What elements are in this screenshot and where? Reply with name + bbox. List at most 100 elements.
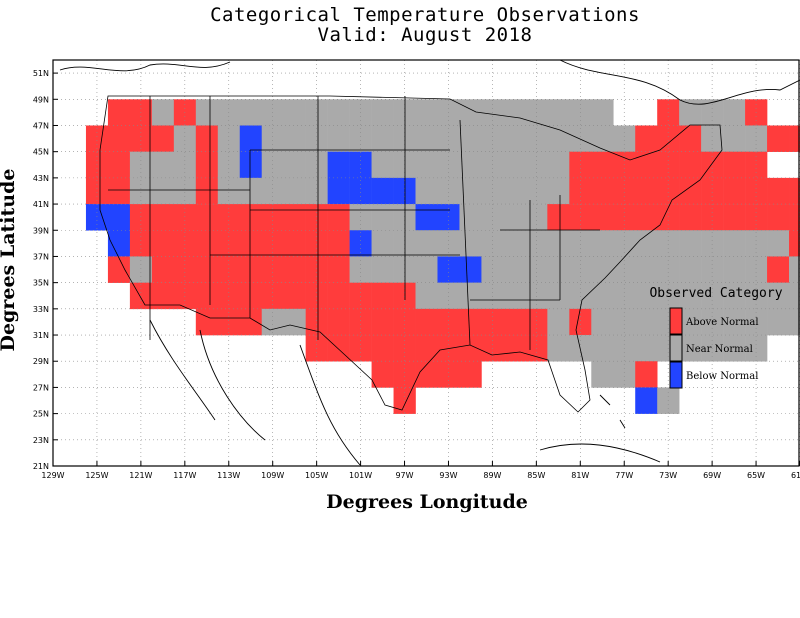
above-normal-cell	[437, 361, 460, 388]
above-normal-cell	[767, 204, 790, 231]
near-normal-cell	[723, 282, 746, 310]
near-normal-cell	[283, 177, 306, 205]
above-normal-cell	[459, 308, 482, 336]
near-normal-cell	[635, 256, 658, 283]
above-normal-cell	[657, 204, 680, 231]
above-normal-cell	[371, 282, 394, 310]
above-normal-cell	[635, 125, 658, 152]
map-title: Categorical Temperature Observations	[210, 4, 640, 26]
above-normal-cell	[261, 204, 284, 231]
near-normal-cell	[305, 177, 328, 205]
above-normal-cell	[239, 256, 263, 283]
near-normal-cell	[459, 125, 482, 152]
above-normal-cell	[217, 308, 241, 336]
below-normal-cell	[635, 387, 658, 414]
legend-title: Observed Category	[649, 286, 782, 301]
near-normal-cell	[173, 177, 197, 205]
near-normal-cell	[569, 256, 592, 283]
us-outline	[99, 95, 723, 413]
near-normal-cell	[481, 177, 504, 205]
above-normal-cell	[217, 256, 241, 283]
above-normal-cell	[173, 256, 197, 283]
above-normal-cell	[745, 177, 768, 205]
below-normal-cell	[415, 204, 438, 231]
cuba-coast	[539, 443, 661, 463]
above-normal-cell	[261, 282, 284, 310]
near-normal-cell	[283, 99, 306, 126]
above-normal-cell	[239, 204, 263, 231]
near-normal-cell	[481, 125, 504, 152]
legend-item-label: Above Normal	[685, 317, 759, 328]
below-normal-cell	[327, 151, 350, 179]
near-normal-cell	[767, 308, 790, 336]
near-normal-cell	[349, 125, 372, 152]
legend-swatch	[669, 334, 683, 362]
above-normal-cell	[173, 204, 197, 231]
near-normal-cell	[415, 177, 438, 205]
above-normal-cell	[327, 282, 350, 310]
near-normal-cell	[679, 282, 702, 310]
near-normal-cell	[283, 151, 306, 179]
near-normal-cell	[437, 177, 460, 205]
above-normal-cell	[327, 230, 350, 257]
x-tick-label: 85W	[527, 471, 545, 480]
above-normal-cell	[789, 177, 800, 205]
near-normal-cell	[503, 256, 526, 283]
near-normal-cell	[591, 256, 614, 283]
map-subtitle: Valid: August 2018	[317, 24, 533, 46]
x-tick-label: 97W	[395, 471, 413, 480]
near-normal-cell	[591, 308, 614, 336]
above-normal-cell	[679, 177, 702, 205]
above-normal-cell	[129, 282, 153, 310]
y-tick-label: 31N	[33, 331, 49, 340]
above-normal-cell	[723, 151, 746, 179]
above-normal-cell	[415, 361, 438, 388]
x-tick-label: 65W	[747, 471, 765, 480]
above-normal-cell	[371, 335, 394, 362]
above-normal-cell	[789, 204, 800, 231]
near-normal-cell	[371, 204, 394, 231]
near-normal-cell	[371, 99, 394, 126]
above-normal-cell	[525, 308, 548, 336]
y-tick-label: 49N	[33, 95, 49, 104]
above-normal-cell	[635, 361, 658, 388]
near-normal-cell	[745, 125, 768, 152]
near-normal-cell	[679, 256, 702, 283]
near-normal-cell	[481, 256, 504, 283]
y-tick-label: 37N	[33, 252, 49, 261]
below-normal-cell	[327, 177, 350, 205]
above-normal-cell	[745, 204, 768, 231]
near-normal-cell	[525, 125, 548, 152]
near-normal-cell	[547, 230, 570, 257]
y-tick-label: 41N	[33, 200, 49, 209]
near-normal-cell	[569, 230, 592, 257]
above-normal-cell	[481, 308, 504, 336]
near-normal-cell	[745, 308, 768, 336]
below-normal-cell	[107, 230, 131, 257]
near-normal-cell	[591, 282, 614, 310]
near-normal-cell	[745, 282, 768, 310]
near-normal-cell	[635, 335, 658, 362]
near-normal-cell	[635, 308, 658, 336]
near-normal-cell	[151, 99, 175, 126]
near-normal-cell	[371, 230, 394, 257]
y-tick-label: 25N	[33, 410, 49, 419]
near-normal-cell	[701, 256, 724, 283]
near-normal-cell	[437, 282, 460, 310]
near-normal-cell	[459, 230, 482, 257]
above-normal-cell	[217, 282, 241, 310]
near-normal-cell	[723, 335, 746, 362]
above-normal-cell	[305, 282, 328, 310]
x-tick-label: 61W	[791, 471, 800, 480]
near-normal-cell	[701, 282, 724, 310]
below-normal-cell	[459, 256, 482, 283]
near-normal-cell	[547, 99, 570, 126]
above-normal-cell	[415, 335, 438, 362]
x-tick-label: 129W	[41, 471, 64, 480]
legend-item-label: Below Normal	[686, 371, 758, 382]
y-axis-label: Degrees Latitude	[0, 169, 19, 352]
near-normal-cell	[679, 335, 702, 362]
above-normal-cell	[657, 125, 680, 152]
above-normal-cell	[679, 151, 702, 179]
